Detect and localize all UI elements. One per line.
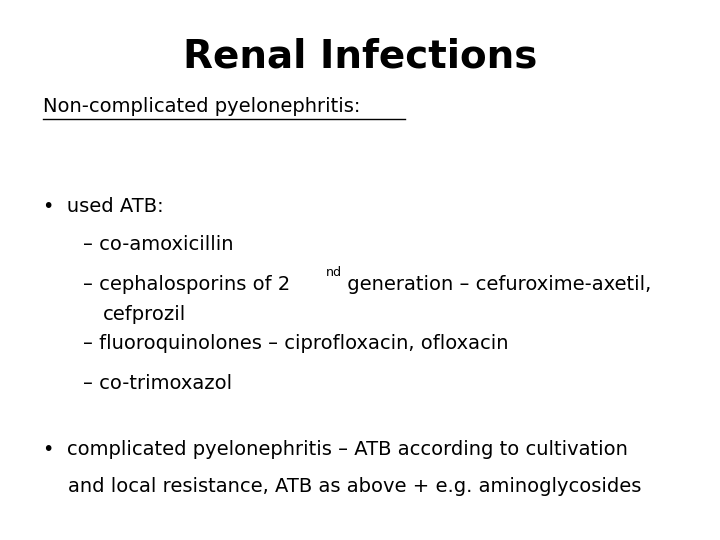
Text: – co-trimoxazol: – co-trimoxazol <box>83 374 232 393</box>
Text: Renal Infections: Renal Infections <box>183 38 537 76</box>
Text: generation – cefuroxime-axetil,: generation – cefuroxime-axetil, <box>341 275 651 294</box>
Text: and local resistance, ATB as above + e.g. aminoglycosides: and local resistance, ATB as above + e.g… <box>43 477 642 496</box>
Text: nd: nd <box>325 266 342 279</box>
Text: – fluoroquinolones – ciprofloxacin, ofloxacin: – fluoroquinolones – ciprofloxacin, oflo… <box>83 334 508 353</box>
Text: – cephalosporins of 2: – cephalosporins of 2 <box>83 275 290 294</box>
Text: – co-amoxicillin: – co-amoxicillin <box>83 235 233 254</box>
Text: •  complicated pyelonephritis – ATB according to cultivation: • complicated pyelonephritis – ATB accor… <box>43 440 628 459</box>
Text: •  used ATB:: • used ATB: <box>43 197 164 216</box>
Text: Non-complicated pyelonephritis:: Non-complicated pyelonephritis: <box>43 97 361 116</box>
Text: cefprozil: cefprozil <box>103 305 186 323</box>
